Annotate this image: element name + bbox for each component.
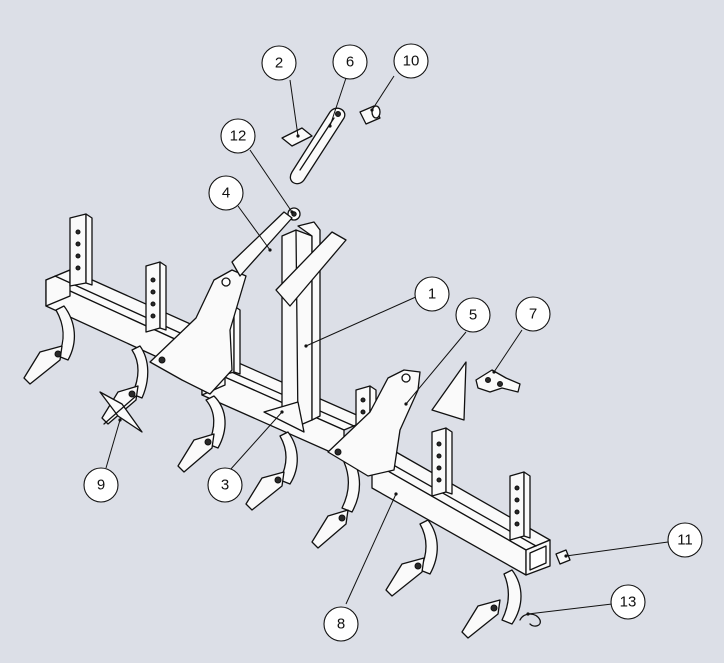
right-tines <box>385 519 522 639</box>
hitch-plate-left <box>149 269 247 395</box>
balloon-label: 9 <box>97 477 105 494</box>
balloon-4: 4 <box>208 175 244 211</box>
balloon-label: 2 <box>275 55 283 72</box>
part-9-point <box>99 391 143 433</box>
balloon-1: 1 <box>414 276 450 312</box>
balloon-11: 11 <box>667 522 703 558</box>
part-13-hook <box>519 613 541 627</box>
balloon-label: 10 <box>403 53 420 70</box>
balloon-label: 5 <box>469 307 477 324</box>
balloon-label: 1 <box>428 286 436 303</box>
balloon-6: 6 <box>332 44 368 80</box>
balloon-13: 13 <box>610 584 646 620</box>
balloon-label: 4 <box>222 185 230 202</box>
part-10-bushing <box>359 105 381 125</box>
part-11-clip <box>555 549 571 565</box>
middle-tines <box>177 395 361 549</box>
balloon-label: 3 <box>221 477 229 494</box>
balloon-8: 8 <box>323 606 359 642</box>
balloon-9: 9 <box>83 467 119 503</box>
left-beam-standards <box>69 213 167 333</box>
top-link-plates <box>231 211 347 307</box>
balloon-10: 10 <box>393 43 429 79</box>
part-6-slotted-link <box>289 107 346 185</box>
part-7-clip <box>475 369 521 393</box>
mast <box>281 207 321 427</box>
mast-gusset <box>263 401 305 433</box>
leader-lines <box>105 75 669 616</box>
balloon-label: 8 <box>337 616 345 633</box>
balloon-2: 2 <box>261 45 297 81</box>
balloon-7: 7 <box>515 296 551 332</box>
balloon-5: 5 <box>455 297 491 333</box>
balloon-12: 12 <box>220 118 256 154</box>
balloon-label: 12 <box>230 128 247 145</box>
balloon-label: 7 <box>529 306 537 323</box>
balloon-3: 3 <box>207 467 243 503</box>
balloon-label: 6 <box>346 54 354 71</box>
triangle-gusset <box>431 361 467 421</box>
balloon-label: 11 <box>677 532 693 549</box>
right-beam-standards <box>431 427 531 541</box>
hitch-plate-right <box>327 369 421 477</box>
balloon-label: 13 <box>620 594 637 611</box>
left-beam <box>45 269 216 373</box>
